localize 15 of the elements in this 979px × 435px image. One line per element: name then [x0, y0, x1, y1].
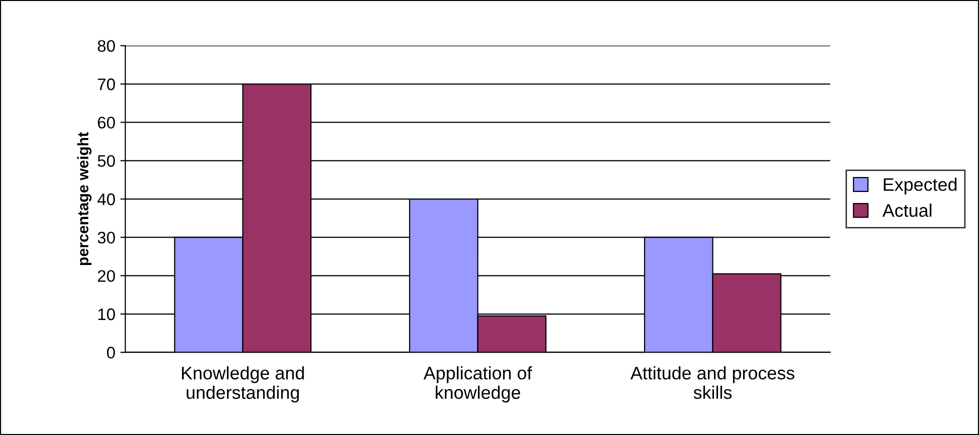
x-tick-label: Attitude and process skills	[630, 366, 794, 399]
legend-label: Expected	[884, 178, 956, 194]
y-tick-label: 80	[98, 40, 115, 52]
y-tick-label: 10	[98, 308, 115, 320]
y-tick-label: 50	[98, 155, 115, 167]
y-axis-title: percentage weight	[77, 132, 92, 266]
y-tick-label: 40	[97, 193, 115, 206]
x-tick-label: Knowledge and understanding	[182, 366, 304, 403]
legend-label: Actual	[882, 204, 932, 217]
y-tick-label: 30	[98, 232, 115, 244]
x-tick-label: Application of knowledge	[424, 366, 532, 403]
y-tick-label: 60	[98, 116, 115, 129]
y-tick-label: 20	[98, 270, 115, 282]
y-tick-label: 0	[106, 346, 115, 359]
y-tick-label: 70	[98, 78, 115, 90]
